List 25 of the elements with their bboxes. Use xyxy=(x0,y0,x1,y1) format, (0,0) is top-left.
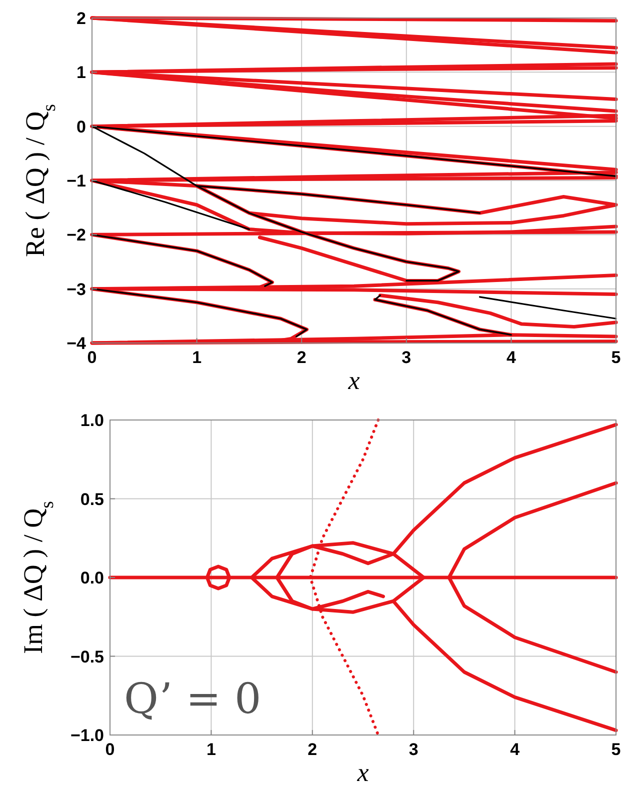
x-tick-label: 5 xyxy=(611,740,621,759)
y-tick-label: −0.5 xyxy=(70,647,104,666)
x-tick-label: 2 xyxy=(296,348,306,367)
x-tick-label: 4 xyxy=(510,740,520,759)
y-tick-label: 1 xyxy=(76,63,86,82)
y-tick-label: 0.5 xyxy=(80,490,104,509)
y-tick-label: 2 xyxy=(76,9,86,28)
y-tick-label: −4 xyxy=(66,334,87,353)
x-tick-label: 3 xyxy=(402,348,412,367)
x-tick-label: 1 xyxy=(206,740,216,759)
x-tick-label: 4 xyxy=(506,348,516,367)
x-tick-label: 3 xyxy=(408,740,418,759)
x-tick-label: 1 xyxy=(192,348,202,367)
x-axis-title: x xyxy=(347,366,360,395)
y-tick-label: −1.0 xyxy=(70,726,104,745)
y-tick-label: 0 xyxy=(76,117,86,136)
y-tick-label: −1 xyxy=(66,172,86,190)
annotation: Q’ = 0 xyxy=(124,674,262,723)
x-tick-label: 2 xyxy=(308,740,318,759)
y-tick-label: −2 xyxy=(66,226,86,245)
x-tick-label: 5 xyxy=(611,348,621,367)
x-axis-title: x xyxy=(356,758,370,787)
y-tick-label: 1.0 xyxy=(80,411,104,430)
y-tick-label: 0.0 xyxy=(80,568,104,588)
y-tick-label: −3 xyxy=(66,280,86,299)
